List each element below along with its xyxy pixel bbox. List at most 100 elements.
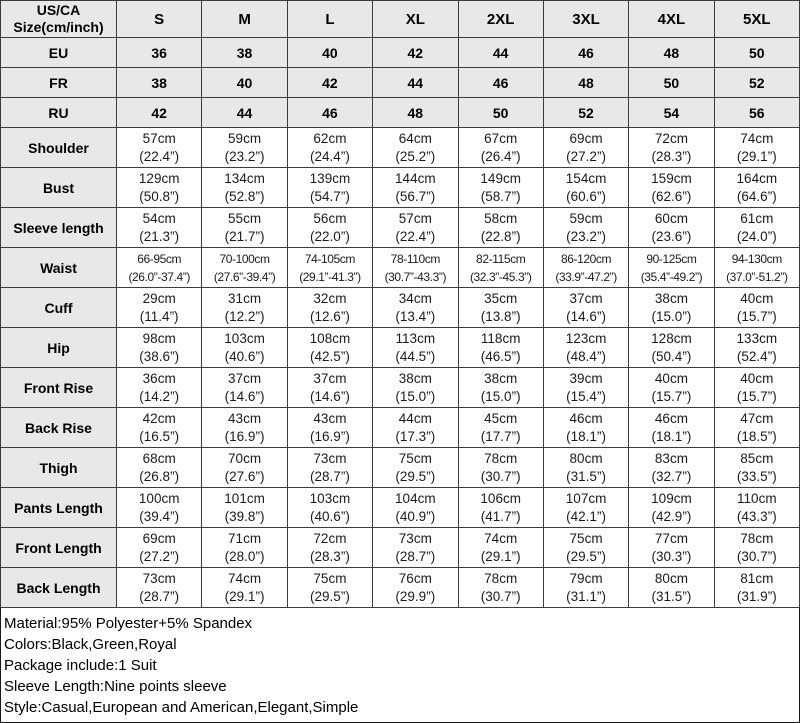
row-label: Back Length [0, 567, 117, 608]
measurement-cell: 59cm (23.2”) [201, 127, 288, 168]
measurement-cell: 73cm (28.7”) [115, 567, 203, 608]
measurement-cell: 106cm (41.7”) [457, 487, 544, 528]
size-value-cell: 40 [286, 37, 374, 68]
row-label: Pants Length [0, 487, 117, 528]
size-table: US/CA Size(cm/inch) S M L XL 2XL 3XL 4XL 5XL EU 36 3… [0, 0, 800, 608]
product-detail-line: Material:95% Polyester+5% Spandex [4, 615, 253, 632]
measurement-cell: 34cm (13.4”) [372, 287, 459, 328]
measurement-cell: 109cm (42.9”) [628, 487, 715, 528]
size-value-cell: 50 [713, 37, 800, 68]
measurement-cell: 144cm (56.7”) [372, 167, 459, 208]
measurement-cell: 149cm (58.7”) [457, 167, 544, 208]
measurement-cell: 129cm (50.8”) [115, 167, 203, 208]
row-label: Hip [0, 327, 117, 368]
row-label: Front Rise [0, 367, 117, 408]
row-label: Cuff [0, 287, 117, 328]
row-label: Bust [0, 167, 117, 208]
measurement-cell: 44cm (17.3”) [372, 407, 459, 448]
size-value-cell: 46 [457, 67, 544, 98]
size-value-cell: 46 [542, 37, 630, 68]
measurement-cell: 69cm (27.2”) [115, 527, 203, 568]
size-system-row: FR 38 40 42 44 46 48 50 52 [0, 67, 800, 98]
measurement-cell: 107cm (42.1”) [542, 487, 630, 528]
measurement-row: Thigh 68cm (26.8”) 70cm (27.6”) 73cm (28.7”) 75… [0, 447, 800, 488]
measurement-cell: 75cm (29.5”) [372, 447, 459, 488]
size-column-header: 5XL [713, 0, 800, 38]
measurement-cell: 35cm (13.8”) [457, 287, 544, 328]
measurement-cell: 39cm (15.4”) [542, 367, 630, 408]
measurement-cell: 101cm (39.8”) [201, 487, 288, 528]
size-value-cell: 36 [115, 37, 203, 68]
row-label: Front Length [0, 527, 117, 568]
measurement-cell: 67cm (26.4”) [457, 127, 544, 168]
measurement-cell: 104cm (40.9”) [372, 487, 459, 528]
size-column-header: M [201, 0, 288, 38]
row-label: Back Rise [0, 407, 117, 448]
measurement-cell: 73cm (28.7”) [286, 447, 374, 488]
measurement-row: Front Rise 36cm (14.2”) 37cm (14.6”) 37cm (14.… [0, 367, 800, 408]
size-column-header: 2XL [457, 0, 544, 38]
row-label: FR [0, 67, 117, 98]
measurement-cell: 57cm (22.4”) [115, 127, 203, 168]
measurement-cell: 57cm (22.4”) [372, 207, 459, 248]
size-column-header: 4XL [628, 0, 715, 38]
measurement-cell: 40cm (15.7”) [713, 287, 800, 328]
size-value-cell: 50 [457, 97, 544, 128]
measurement-cell: 29cm (11.4”) [115, 287, 203, 328]
size-value-cell: 48 [628, 37, 715, 68]
size-value-cell: 56 [713, 97, 800, 128]
product-detail-line: Colors:Black,Green,Royal [4, 636, 177, 653]
measurement-cell: 85cm (33.5”) [713, 447, 800, 488]
measurement-cell: 78-110cm (30.7”-43.3”) [372, 247, 459, 288]
row-label: Sleeve length [0, 207, 117, 248]
measurement-cell: 103cm (40.6”) [201, 327, 288, 368]
measurement-cell: 74cm (29.1”) [713, 127, 800, 168]
measurement-cell: 128cm (50.4”) [628, 327, 715, 368]
measurement-cell: 75cm (29.5”) [286, 567, 374, 608]
measurement-cell: 56cm (22.0”) [286, 207, 374, 248]
row-label: Thigh [0, 447, 117, 488]
measurement-cell: 72cm (28.3”) [628, 127, 715, 168]
measurement-cell: 54cm (21.3”) [115, 207, 203, 248]
size-value-cell: 42 [372, 37, 459, 68]
measurement-cell: 62cm (24.4”) [286, 127, 374, 168]
size-value-cell: 38 [201, 37, 288, 68]
measurement-cell: 108cm (42.5”) [286, 327, 374, 368]
measurement-cell: 37cm (14.6”) [201, 367, 288, 408]
product-detail-line: Package include:1 Suit [4, 657, 157, 674]
measurement-cell: 71cm (28.0”) [201, 527, 288, 568]
measurement-cell: 47cm (18.5”) [713, 407, 800, 448]
size-system-row: EU 36 38 40 42 44 46 48 50 [0, 37, 800, 68]
measurement-cell: 70cm (27.6”) [201, 447, 288, 488]
size-column-header: XL [372, 0, 459, 38]
size-value-cell: 48 [542, 67, 630, 98]
measurement-cell: 154cm (60.6”) [542, 167, 630, 208]
measurement-cell: 46cm (18.1”) [628, 407, 715, 448]
measurement-row: Bust 129cm (50.8”) 134cm (52.8”) 139cm (54.7”)… [0, 167, 800, 208]
measurement-cell: 61cm (24.0”) [713, 207, 800, 248]
measurement-cell: 38cm (15.0”) [457, 367, 544, 408]
measurement-cell: 68cm (26.8”) [115, 447, 203, 488]
size-value-cell: 48 [372, 97, 459, 128]
measurement-cell: 103cm (40.6”) [286, 487, 374, 528]
measurement-cell: 80cm (31.5”) [628, 567, 715, 608]
measurement-cell: 79cm (31.1”) [542, 567, 630, 608]
measurement-cell: 94-130cm (37.0”-51.2”) [713, 247, 800, 288]
size-value-cell: 50 [628, 67, 715, 98]
measurement-row: Front Length 69cm (27.2”) 71cm (28.0”) 72cm (2… [0, 527, 800, 568]
product-detail-line: Style:Casual,European and American,Elega… [4, 699, 359, 716]
measurement-cell: 78cm (30.7”) [457, 447, 544, 488]
corner-header: US/CA Size(cm/inch) [0, 0, 117, 38]
measurement-cell: 75cm (29.5”) [542, 527, 630, 568]
row-label: EU [0, 37, 117, 68]
measurement-cell: 43cm (16.9”) [201, 407, 288, 448]
measurement-cell: 134cm (52.8”) [201, 167, 288, 208]
measurement-cell: 36cm (14.2”) [115, 367, 203, 408]
measurement-cell: 38cm (15.0”) [372, 367, 459, 408]
measurement-cell: 118cm (46.5”) [457, 327, 544, 368]
size-value-cell: 44 [201, 97, 288, 128]
measurement-cell: 70-100cm (27.6”-39.4”) [201, 247, 288, 288]
measurement-cell: 83cm (32.7”) [628, 447, 715, 488]
size-value-cell: 44 [457, 37, 544, 68]
size-column-header: 3XL [542, 0, 630, 38]
